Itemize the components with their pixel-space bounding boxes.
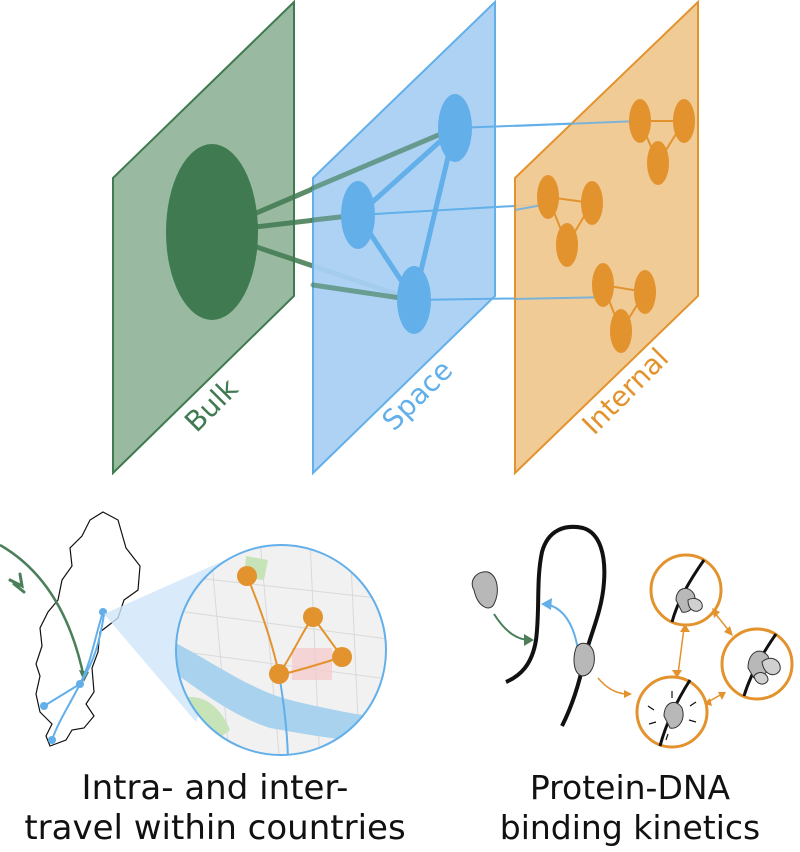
space-layer: Space — [310, 0, 496, 476]
internal-layer: Internal — [514, 0, 699, 476]
protein-caption: Protein-DNA binding kinetics — [470, 768, 790, 848]
inbound-travel-arrow — [0, 543, 86, 679]
city-node-center — [76, 680, 84, 688]
city-map-zoom — [176, 545, 386, 755]
domestic-travel-paths — [43, 611, 105, 741]
bulk-layer: Bulk — [112, 0, 295, 476]
protein-caption-line2: binding kinetics — [499, 808, 761, 847]
transition-arrow-1 — [597, 677, 629, 695]
protein-dna-panel — [471, 524, 794, 749]
bound-protein — [573, 642, 595, 677]
travel-caption: Intra- and inter- travel within countrie… — [20, 768, 410, 848]
airplane-icon — [8, 572, 26, 594]
binding-arrowhead — [524, 634, 534, 646]
internal-cluster-3 — [592, 263, 656, 353]
state-transition-heads — [672, 608, 733, 706]
city-node-south — [48, 736, 56, 744]
internal-cluster-1 — [629, 99, 695, 185]
state-right — [720, 627, 794, 701]
protein-caption-line1: Protein-DNA — [529, 768, 731, 807]
state-bottom — [635, 675, 709, 749]
travel-panel — [0, 511, 387, 756]
internal-plane — [514, 0, 699, 476]
travel-caption-line1: Intra- and inter- — [81, 768, 349, 808]
unbinding-arrow — [545, 603, 579, 651]
dna-strand — [505, 524, 607, 727]
free-protein — [471, 571, 498, 609]
city-zoom-border — [175, 544, 387, 756]
internal-cluster-2 — [537, 175, 603, 267]
unbinding-arrowhead — [541, 598, 552, 610]
travel-caption-line2: travel within countries — [24, 808, 406, 848]
city-node-west — [40, 702, 48, 710]
state-top — [649, 553, 723, 627]
